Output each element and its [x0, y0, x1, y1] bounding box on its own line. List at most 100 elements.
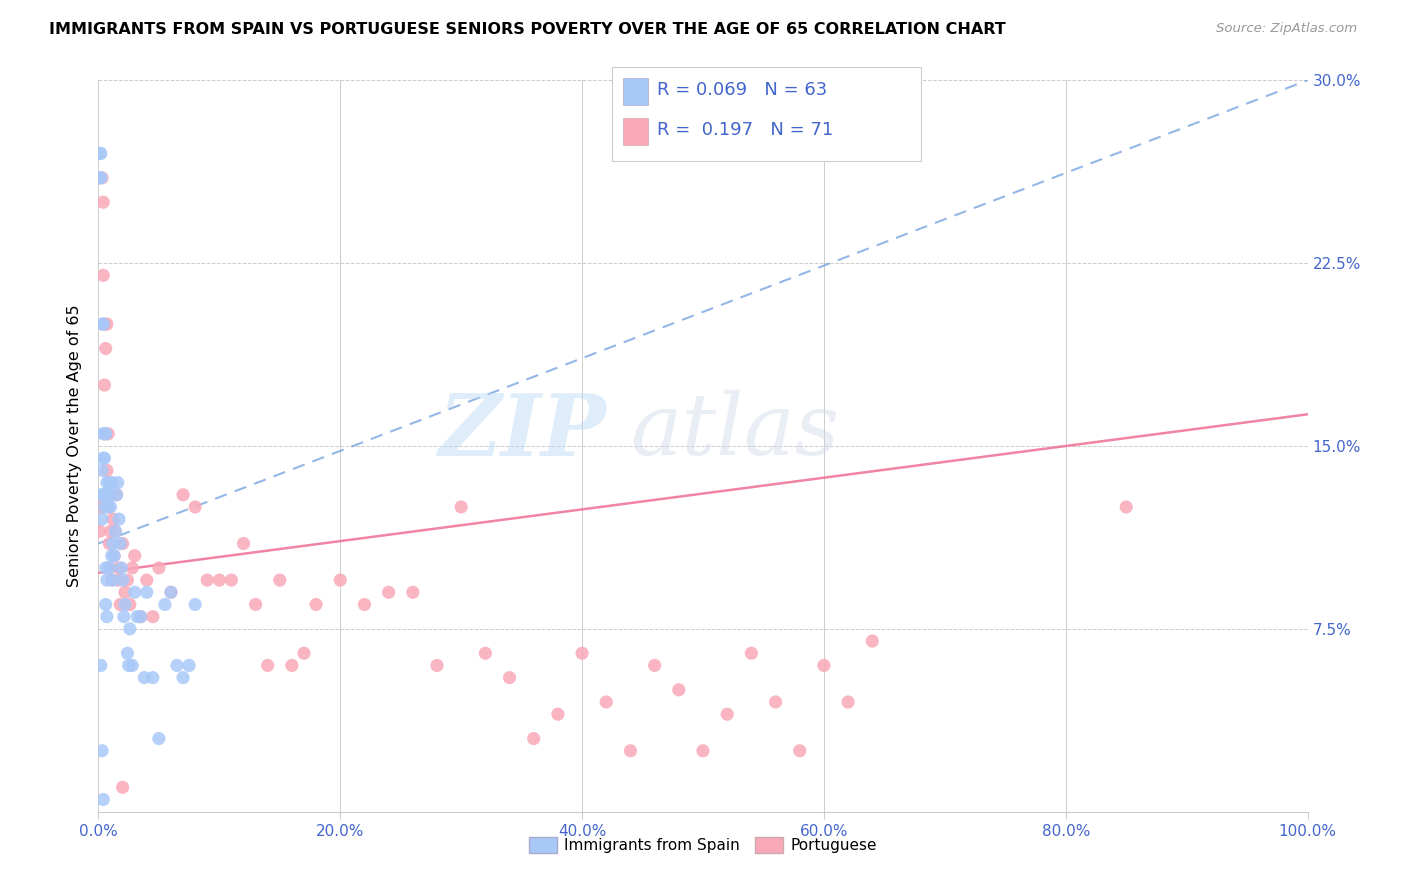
Point [93, 317, 115, 331]
Point [232, 536, 254, 550]
Point [118, 658, 141, 673]
Point [89, 524, 111, 539]
Point [94, 488, 117, 502]
Text: Source: ZipAtlas.com: Source: ZipAtlas.com [1216, 22, 1357, 36]
Point [124, 549, 146, 563]
Point [107, 573, 129, 587]
Point [142, 671, 165, 685]
Point [129, 609, 152, 624]
Point [96, 463, 118, 477]
Point [498, 671, 520, 685]
Point [547, 707, 569, 722]
Point [142, 609, 165, 624]
Text: atlas: atlas [630, 390, 839, 473]
Point [103, 549, 125, 563]
Point [105, 488, 128, 502]
Point [813, 658, 835, 673]
Point [111, 780, 134, 795]
Point [644, 658, 666, 673]
Point [101, 573, 124, 587]
Point [127, 609, 149, 624]
Point [523, 731, 546, 746]
Point [94, 342, 117, 356]
Text: ZIP: ZIP [439, 390, 606, 473]
Point [179, 658, 201, 673]
Point [91, 463, 114, 477]
Point [160, 585, 183, 599]
Point [104, 524, 127, 539]
Point [124, 585, 146, 599]
Point [571, 646, 593, 660]
Text: R =  0.197   N = 71: R = 0.197 N = 71 [657, 121, 832, 139]
Point [89, 170, 111, 185]
Point [91, 488, 114, 502]
Point [740, 646, 762, 660]
Point [91, 268, 114, 283]
Point [91, 195, 114, 210]
Point [104, 524, 127, 539]
Point [94, 426, 117, 441]
Point [148, 731, 170, 746]
Point [129, 609, 152, 624]
Point [135, 573, 157, 587]
Point [377, 585, 399, 599]
Point [91, 426, 114, 441]
Point [245, 598, 267, 612]
Point [305, 598, 328, 612]
Legend: Immigrants from Spain, Portuguese: Immigrants from Spain, Portuguese [523, 830, 883, 859]
Point [256, 658, 278, 673]
Point [269, 573, 291, 587]
Point [172, 488, 194, 502]
Point [160, 585, 183, 599]
Point [100, 524, 122, 539]
Point [118, 622, 141, 636]
Point [93, 500, 115, 514]
Point [114, 585, 136, 599]
Point [91, 317, 114, 331]
Point [90, 170, 112, 185]
Point [426, 658, 449, 673]
Point [91, 317, 114, 331]
Point [121, 561, 143, 575]
Text: R = 0.069   N = 63: R = 0.069 N = 63 [657, 81, 827, 99]
Point [93, 378, 115, 392]
Point [101, 512, 124, 526]
Point [668, 682, 690, 697]
Point [100, 500, 122, 514]
Point [98, 561, 121, 575]
Point [97, 426, 120, 441]
Point [114, 598, 136, 612]
Point [108, 536, 131, 550]
Point [110, 561, 132, 575]
Point [89, 146, 111, 161]
Point [103, 549, 125, 563]
Point [100, 549, 122, 563]
Point [100, 488, 122, 502]
Point [148, 561, 170, 575]
Point [90, 500, 112, 514]
Point [108, 512, 131, 526]
Point [118, 598, 141, 612]
Point [329, 573, 352, 587]
Point [90, 658, 112, 673]
Point [108, 598, 131, 612]
Point [195, 573, 218, 587]
Point [184, 500, 207, 514]
Point [96, 317, 118, 331]
Point [90, 488, 112, 502]
Point [450, 500, 472, 514]
Point [105, 488, 128, 502]
Point [107, 475, 129, 490]
Point [121, 658, 143, 673]
Point [91, 744, 114, 758]
Point [111, 573, 134, 587]
Point [153, 598, 176, 612]
Text: IMMIGRANTS FROM SPAIN VS PORTUGUESE SENIORS POVERTY OVER THE AGE OF 65 CORRELATI: IMMIGRANTS FROM SPAIN VS PORTUGUESE SENI… [49, 22, 1005, 37]
Point [93, 451, 115, 466]
Point [692, 744, 714, 758]
Point [96, 475, 118, 490]
Point [789, 744, 811, 758]
Point [716, 707, 738, 722]
Point [281, 658, 304, 673]
Point [595, 695, 617, 709]
